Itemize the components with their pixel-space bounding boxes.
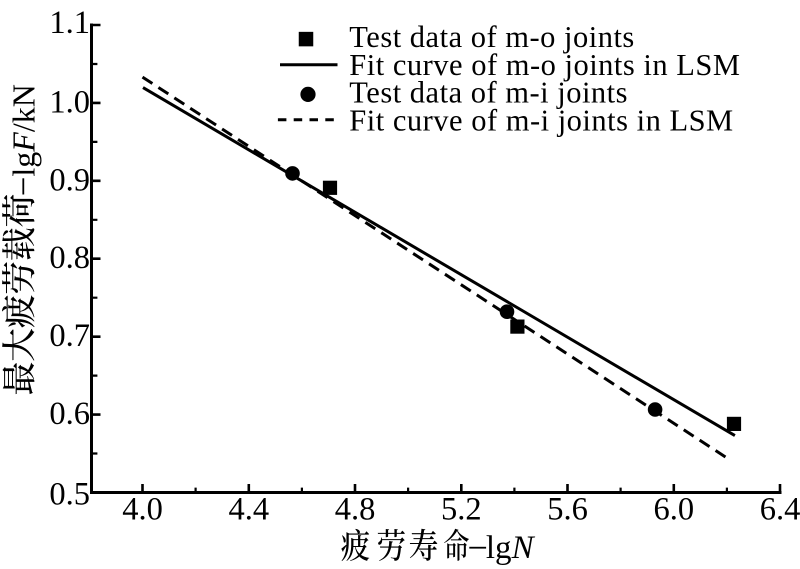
svg-text:4.4: 4.4 (228, 491, 269, 527)
svg-text:1.0: 1.0 (49, 84, 90, 120)
svg-text:lgF/kN: lgF/kN (6, 84, 42, 176)
svg-text:1.1: 1.1 (49, 5, 90, 41)
svg-text:4.0: 4.0 (122, 491, 163, 527)
svg-text:5.6: 5.6 (547, 491, 588, 527)
svg-text:0.8: 0.8 (49, 240, 90, 276)
svg-text:Fit curve of m-i joints in LSM: Fit curve of m-i joints in LSM (349, 103, 733, 137)
svg-text:Test data of m-o joints: Test data of m-o joints (349, 20, 635, 54)
svg-text:Test data of m-i joints: Test data of m-i joints (349, 76, 628, 110)
svg-text:lgN: lgN (486, 530, 536, 566)
svg-text:0.6: 0.6 (49, 396, 90, 432)
svg-text:6.4: 6.4 (760, 491, 800, 527)
svg-text:Fit curve of m-o joints in LSM: Fit curve of m-o joints in LSM (349, 48, 740, 82)
svg-text:0.5: 0.5 (49, 477, 90, 513)
svg-text:0.7: 0.7 (49, 318, 90, 354)
svg-text:6.0: 6.0 (653, 491, 694, 527)
svg-text:5.2: 5.2 (441, 491, 482, 527)
svg-text:4.8: 4.8 (335, 491, 376, 527)
svg-text:0.9: 0.9 (49, 163, 90, 199)
